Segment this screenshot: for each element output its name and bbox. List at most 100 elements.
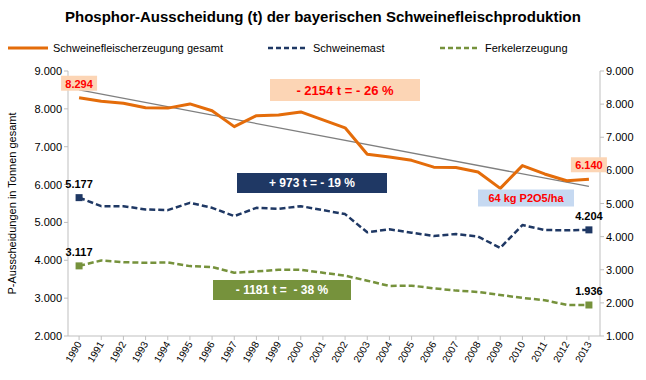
y2-tick-label: 6.000	[606, 164, 634, 176]
series-marker	[585, 301, 592, 308]
y2-tick-label: 7.000	[606, 131, 634, 143]
x-tick-label: 1995	[174, 339, 195, 364]
x-tick-label: 1999	[263, 339, 284, 364]
y2-tick-label: 3.000	[606, 264, 634, 276]
y2-tick-label: 8.000	[606, 98, 634, 110]
x-tick	[345, 336, 346, 340]
series-line	[79, 260, 589, 305]
series-marker	[76, 194, 83, 201]
x-tick-label: 2011	[529, 339, 549, 364]
y2-tick	[600, 269, 604, 270]
y-tick-label: 8.000	[34, 103, 62, 115]
x-tick-label: 2000	[285, 339, 306, 364]
y2-tick	[600, 336, 604, 337]
x-tick	[411, 336, 412, 340]
x-tick	[566, 336, 567, 340]
series-marker	[585, 226, 592, 233]
x-tick-label: 1998	[240, 339, 261, 364]
x-tick	[389, 336, 390, 340]
x-tick-label: 2005	[396, 339, 417, 364]
annotation-box	[270, 79, 420, 101]
annotation: - 1181 t = - 38 %	[236, 283, 329, 297]
legend-label: Schweinefleischerzeugung gesamt	[53, 42, 223, 54]
x-tick	[145, 336, 146, 340]
data-label: 8.294	[65, 78, 93, 90]
annotation: - 2154 t = - 26 %	[296, 83, 394, 98]
y2-tick	[600, 203, 604, 204]
plot-area	[76, 90, 593, 309]
legend-swatch	[8, 47, 48, 50]
data-label: 1.936	[575, 285, 603, 297]
chart: Phosphor-Ausscheidung (t) der bayerische…	[0, 0, 646, 380]
legend-swatch	[268, 47, 308, 50]
y2-tick	[600, 137, 604, 138]
x-tick-label: 2002	[329, 339, 350, 364]
annotation: 64 kg P2O5/ha	[488, 192, 564, 204]
x-tick	[212, 336, 213, 340]
x-tick-label: 2006	[418, 339, 439, 364]
x-tick	[433, 336, 434, 340]
x-tick-label: 2008	[462, 339, 483, 364]
data-label-box	[571, 157, 607, 172]
x-tick-label: 1991	[85, 339, 106, 364]
y-tick	[64, 108, 68, 109]
y2-tick	[600, 71, 604, 72]
y2-tick-label: 4.000	[606, 231, 634, 243]
legend-swatch	[440, 47, 480, 50]
y-tick-label: 9.000	[34, 65, 62, 77]
y-axis-title: P-Ausscheidungen in Tonnen gesamt	[6, 112, 18, 294]
x-tick-label: 1996	[196, 339, 217, 364]
x-tick	[544, 336, 545, 340]
x-axis	[68, 336, 600, 337]
x-tick-label: 1997	[218, 339, 239, 364]
x-tick	[234, 336, 235, 340]
x-tick	[588, 336, 589, 340]
x-tick-label: 1994	[152, 339, 173, 364]
y-tick-label: 6.000	[34, 179, 62, 191]
y-tick	[64, 222, 68, 223]
x-tick	[478, 336, 479, 340]
y-tick	[64, 298, 68, 299]
x-tick	[300, 336, 301, 340]
x-tick-label: 2010	[506, 339, 527, 364]
y-tick-label: 3.000	[34, 292, 62, 304]
x-tick-label: 2001	[307, 339, 328, 364]
x-tick	[256, 336, 257, 340]
x-tick-label: 1992	[107, 339, 128, 364]
x-tick	[79, 336, 80, 340]
y2-tick-label: 5.000	[606, 198, 634, 210]
trend-line	[79, 90, 589, 187]
x-tick	[123, 336, 124, 340]
y2-tick-label: 2.000	[606, 297, 634, 309]
y-tick	[64, 71, 68, 72]
x-tick-label: 2013	[573, 339, 594, 364]
y-tick-label: 4.000	[34, 254, 62, 266]
y-tick	[64, 146, 68, 147]
y2-tick	[600, 302, 604, 303]
x-tick	[101, 336, 102, 340]
y-axis	[68, 71, 69, 336]
x-tick	[522, 336, 523, 340]
x-tick-label: 2007	[440, 339, 461, 364]
annotation-box	[237, 173, 387, 193]
y2-tick	[600, 236, 604, 237]
x-tick-label: 2003	[351, 339, 372, 364]
data-label: 6.140	[575, 159, 603, 171]
x-tick-label: 1990	[63, 339, 84, 364]
x-tick	[367, 336, 368, 340]
legend-label: Schweinemast	[313, 42, 385, 54]
x-tick	[500, 336, 501, 340]
x-tick	[278, 336, 279, 340]
data-label: 5.177	[65, 178, 93, 190]
x-tick-label: 1993	[130, 339, 151, 364]
annotation-box	[213, 280, 351, 300]
y-tick-label: 2.000	[34, 330, 62, 342]
legend-label: Ferkelerzeugung	[485, 42, 568, 54]
y-tick	[64, 260, 68, 261]
x-tick-label: 2004	[373, 339, 394, 364]
x-tick	[189, 336, 190, 340]
annotation: + 973 t = - 19 %	[269, 176, 355, 190]
y-tick	[64, 336, 68, 337]
x-tick	[455, 336, 456, 340]
title: Phosphor-Ausscheidung (t) der bayerische…	[65, 8, 581, 25]
